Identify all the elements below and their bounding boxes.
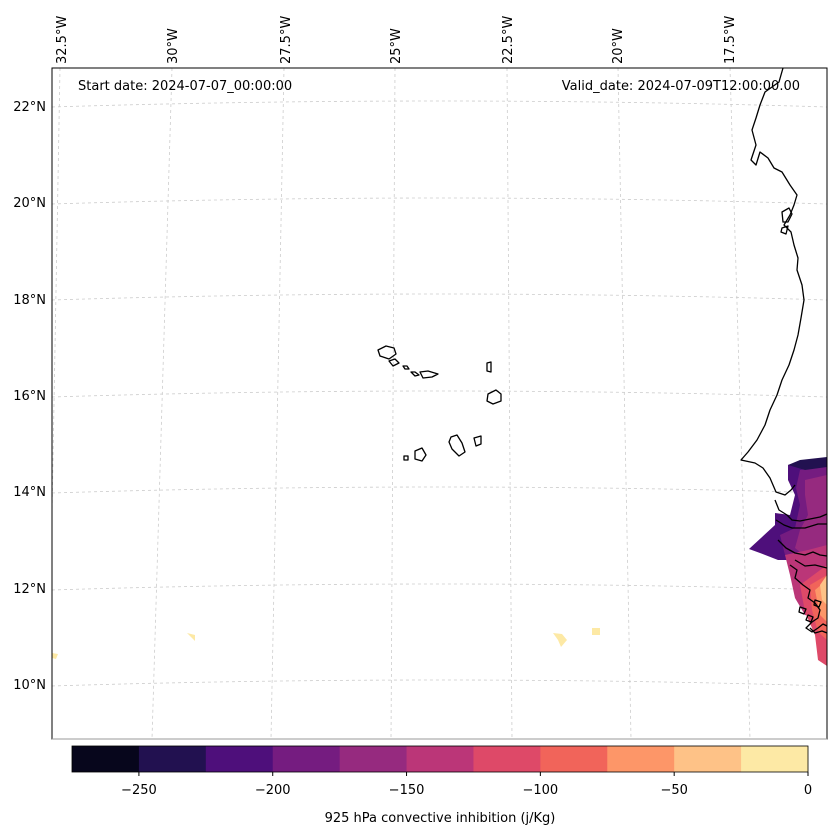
lat-label-14n: 14°N [13, 485, 46, 500]
gridline-lat-16n [52, 390, 827, 398]
colorbar-bin [406, 746, 474, 772]
coastline-gambia-south [775, 519, 827, 529]
coastline-bijagos-3 [813, 599, 822, 608]
colorbar-tick-label: −250 [121, 783, 157, 798]
start-date-label: Start date: 2024-07-07_00:00:00 [78, 79, 292, 94]
coastline-west-africa [740, 68, 805, 496]
coastline-gambia-senegal [774, 499, 827, 522]
gridlines [52, 68, 827, 739]
gridline-lon-17-5w [729, 68, 751, 739]
coastline-banc-arguin [780, 207, 793, 235]
colorbar-bin [138, 746, 207, 772]
map-area: Start date: 2024-07-07_00:00:00 Valid_da… [51, 67, 828, 740]
coastline-guinea-bissau [777, 539, 827, 557]
colorbar-bin [607, 746, 675, 772]
cin-patch-mid-right [592, 628, 600, 635]
colorbar-frame [71, 745, 809, 773]
gridline-lat-20n [52, 197, 827, 205]
lon-label-27-5w: 27.5°W [279, 16, 294, 64]
colorbar-tick-label: −200 [255, 783, 291, 798]
cin-region-violet-north [788, 457, 827, 470]
island-santiago [448, 434, 466, 457]
colorbar-bin [741, 746, 809, 772]
island-boa-vista [486, 389, 502, 405]
colorbar-tick-label: 0 [804, 783, 812, 798]
gridline-lat-12n [52, 583, 827, 591]
colorbar-bin [205, 746, 274, 772]
lat-label-10n: 10°N [13, 678, 46, 693]
gridline-lat-14n [52, 486, 827, 494]
island-sao-nicolau [410, 370, 439, 379]
gridline-lon-30w [151, 68, 173, 739]
island-sal [486, 361, 492, 373]
island-fogo [414, 447, 427, 462]
coastline-bijagos-1 [798, 606, 807, 615]
colorbar-bin [72, 746, 140, 772]
island-sao-vicente [388, 358, 400, 367]
lat-label-22n: 22°N [13, 100, 46, 115]
lon-label-25w: 25°W [389, 28, 404, 64]
lat-label-16n: 16°N [13, 389, 46, 404]
cin-contours [749, 457, 827, 666]
gridline-lat-10n [52, 679, 827, 687]
lon-label-20w: 20°W [611, 28, 626, 64]
island-santo-antao [377, 345, 397, 360]
island-brava [403, 455, 409, 461]
map-background [52, 68, 827, 739]
cin-region-magenta [795, 475, 827, 560]
island-santa-luzia [402, 365, 410, 370]
lon-label-32-5w: 32.5°W [55, 16, 70, 64]
cin-region-peach [820, 575, 827, 605]
colorbar: −250 −200 −150 −100 −50 0 925 hPa convec… [71, 745, 812, 826]
lon-label-22-5w: 22.5°W [501, 16, 516, 64]
gridline-lon-27-5w [270, 68, 285, 739]
colorbar-bin [674, 746, 742, 772]
colorbar-bin [473, 746, 541, 772]
colorbar-tick-label: −100 [523, 783, 559, 798]
top-longitude-labels: 32.5°W 30°W 27.5°W 25°W 22.5°W 20°W 17.5… [55, 16, 738, 64]
coastline-guinea-border [794, 559, 827, 569]
left-latitude-labels: 22°N 20°N 18°N 16°N 14°N 12°N 10°N [13, 100, 46, 693]
cin-patch-mid [553, 633, 567, 647]
colorbar-bin [339, 746, 408, 772]
island-maio [473, 435, 482, 447]
colorbar-bin [540, 746, 608, 772]
cin-patches [52, 628, 600, 659]
gridline-lon-22-5w [506, 68, 513, 739]
colorbar-tick-label: −150 [389, 783, 425, 798]
gridline-lat-18n [52, 293, 827, 301]
colorbar-title: 925 hPa convective inhibition (j/Kg) [325, 811, 556, 826]
valid-date-label: Valid_date: 2024-07-09T12:00:00.00 [562, 79, 800, 94]
coastline-guinea-lower [809, 627, 827, 634]
colorbar-ticks [138, 772, 809, 776]
lon-label-17-5w: 17.5°W [723, 16, 738, 64]
cin-patch-west [52, 653, 58, 659]
coastline-guinea-islands [789, 564, 827, 633]
coastline-bijagos-2 [805, 614, 814, 623]
gridline-lon-25w [390, 68, 396, 739]
colorbar-tick-label: −50 [660, 783, 687, 798]
colorbar-bins [72, 746, 809, 772]
gridline-lon-20w [617, 68, 632, 739]
gridline-lat-22n [52, 100, 827, 108]
lat-label-12n: 12°N [13, 582, 46, 597]
coastlines [377, 68, 827, 634]
lat-label-20n: 20°N [13, 196, 46, 211]
lon-label-30w: 30°W [166, 28, 181, 64]
lat-label-18n: 18°N [13, 293, 46, 308]
cin-patch-mid-left [187, 633, 195, 641]
colorbar-tick-labels: −250 −200 −150 −100 −50 0 [121, 783, 812, 798]
colorbar-bin [272, 746, 341, 772]
